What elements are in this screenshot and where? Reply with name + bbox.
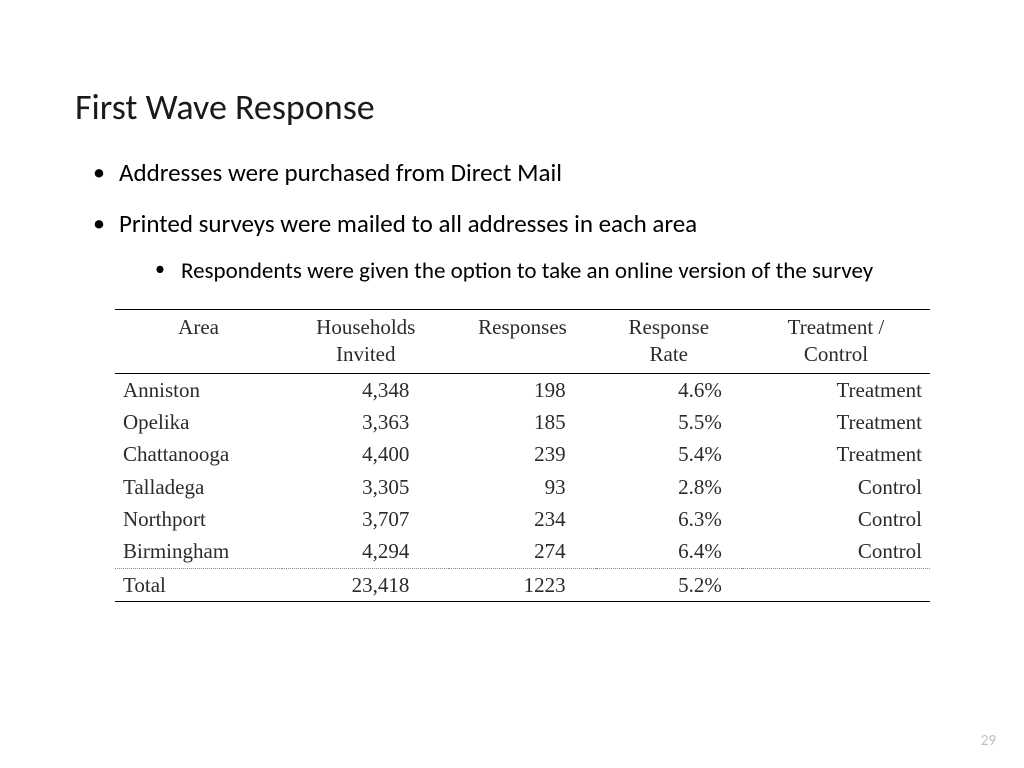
cell-rate: 5.2% [596,568,742,601]
cell-responses: 1223 [449,568,595,601]
cell-treatment-control: Treatment [742,406,930,438]
cell-responses: 198 [449,373,595,406]
table-total-row: Total 23,418 1223 5.2% [115,568,930,601]
bullet-text: Printed surveys were mailed to all addre… [119,208,697,239]
bullet-item: Addresses were purchased from Direct Mai… [93,157,949,190]
table-row: Birmingham 4,294 274 6.4% Control [115,535,930,568]
col-header-responses: Responses [449,310,595,374]
cell-treatment-control: Control [742,535,930,568]
cell-area: Total [115,568,282,601]
cell-households: 3,363 [282,406,449,438]
cell-responses: 234 [449,503,595,535]
table-row: Opelika 3,363 185 5.5% Treatment [115,406,930,438]
cell-households: 4,294 [282,535,449,568]
col-header-line: Control [804,342,868,366]
col-header-line: Households [316,315,415,339]
col-header-rate: Response Rate [596,310,742,374]
cell-rate: 6.4% [596,535,742,568]
sub-bullet-item: Respondents were given the option to tak… [155,256,949,287]
response-table-container: Area Households Invited Responses Respon… [115,309,930,602]
slide: First Wave Response Addresses were purch… [0,0,1024,642]
sub-bullet-list: Respondents were given the option to tak… [119,256,949,287]
cell-treatment-control: Treatment [742,373,930,406]
cell-rate: 2.8% [596,471,742,503]
cell-area: Northport [115,503,282,535]
cell-households: 3,305 [282,471,449,503]
table-row: Anniston 4,348 198 4.6% Treatment [115,373,930,406]
table-row: Talladega 3,305 93 2.8% Control [115,471,930,503]
cell-households: 4,400 [282,438,449,470]
cell-treatment-control [742,568,930,601]
col-header-line: Response [629,315,710,339]
cell-area: Anniston [115,373,282,406]
col-header-line: Rate [650,342,688,366]
cell-responses: 274 [449,535,595,568]
col-header-treatment-control: Treatment / Control [742,310,930,374]
col-header-households: Households Invited [282,310,449,374]
response-table: Area Households Invited Responses Respon… [115,309,930,602]
table-row: Northport 3,707 234 6.3% Control [115,503,930,535]
page-number: 29 [981,732,996,750]
cell-households: 3,707 [282,503,449,535]
cell-area: Chattanooga [115,438,282,470]
cell-treatment-control: Treatment [742,438,930,470]
cell-responses: 93 [449,471,595,503]
bullet-item: Printed surveys were mailed to all addre… [93,208,949,288]
cell-rate: 4.6% [596,373,742,406]
cell-treatment-control: Control [742,503,930,535]
col-header-line: Invited [336,342,395,366]
cell-rate: 5.5% [596,406,742,438]
cell-responses: 185 [449,406,595,438]
table-row: Chattanooga 4,400 239 5.4% Treatment [115,438,930,470]
bullet-list: Addresses were purchased from Direct Mai… [75,157,949,287]
table-header-row: Area Households Invited Responses Respon… [115,310,930,374]
cell-area: Talladega [115,471,282,503]
cell-area: Opelika [115,406,282,438]
cell-households: 23,418 [282,568,449,601]
col-header-line: Treatment / [788,315,885,339]
cell-rate: 5.4% [596,438,742,470]
cell-treatment-control: Control [742,471,930,503]
cell-area: Birmingham [115,535,282,568]
cell-households: 4,348 [282,373,449,406]
col-header-area: Area [115,310,282,374]
cell-responses: 239 [449,438,595,470]
slide-title: First Wave Response [75,85,949,129]
cell-rate: 6.3% [596,503,742,535]
